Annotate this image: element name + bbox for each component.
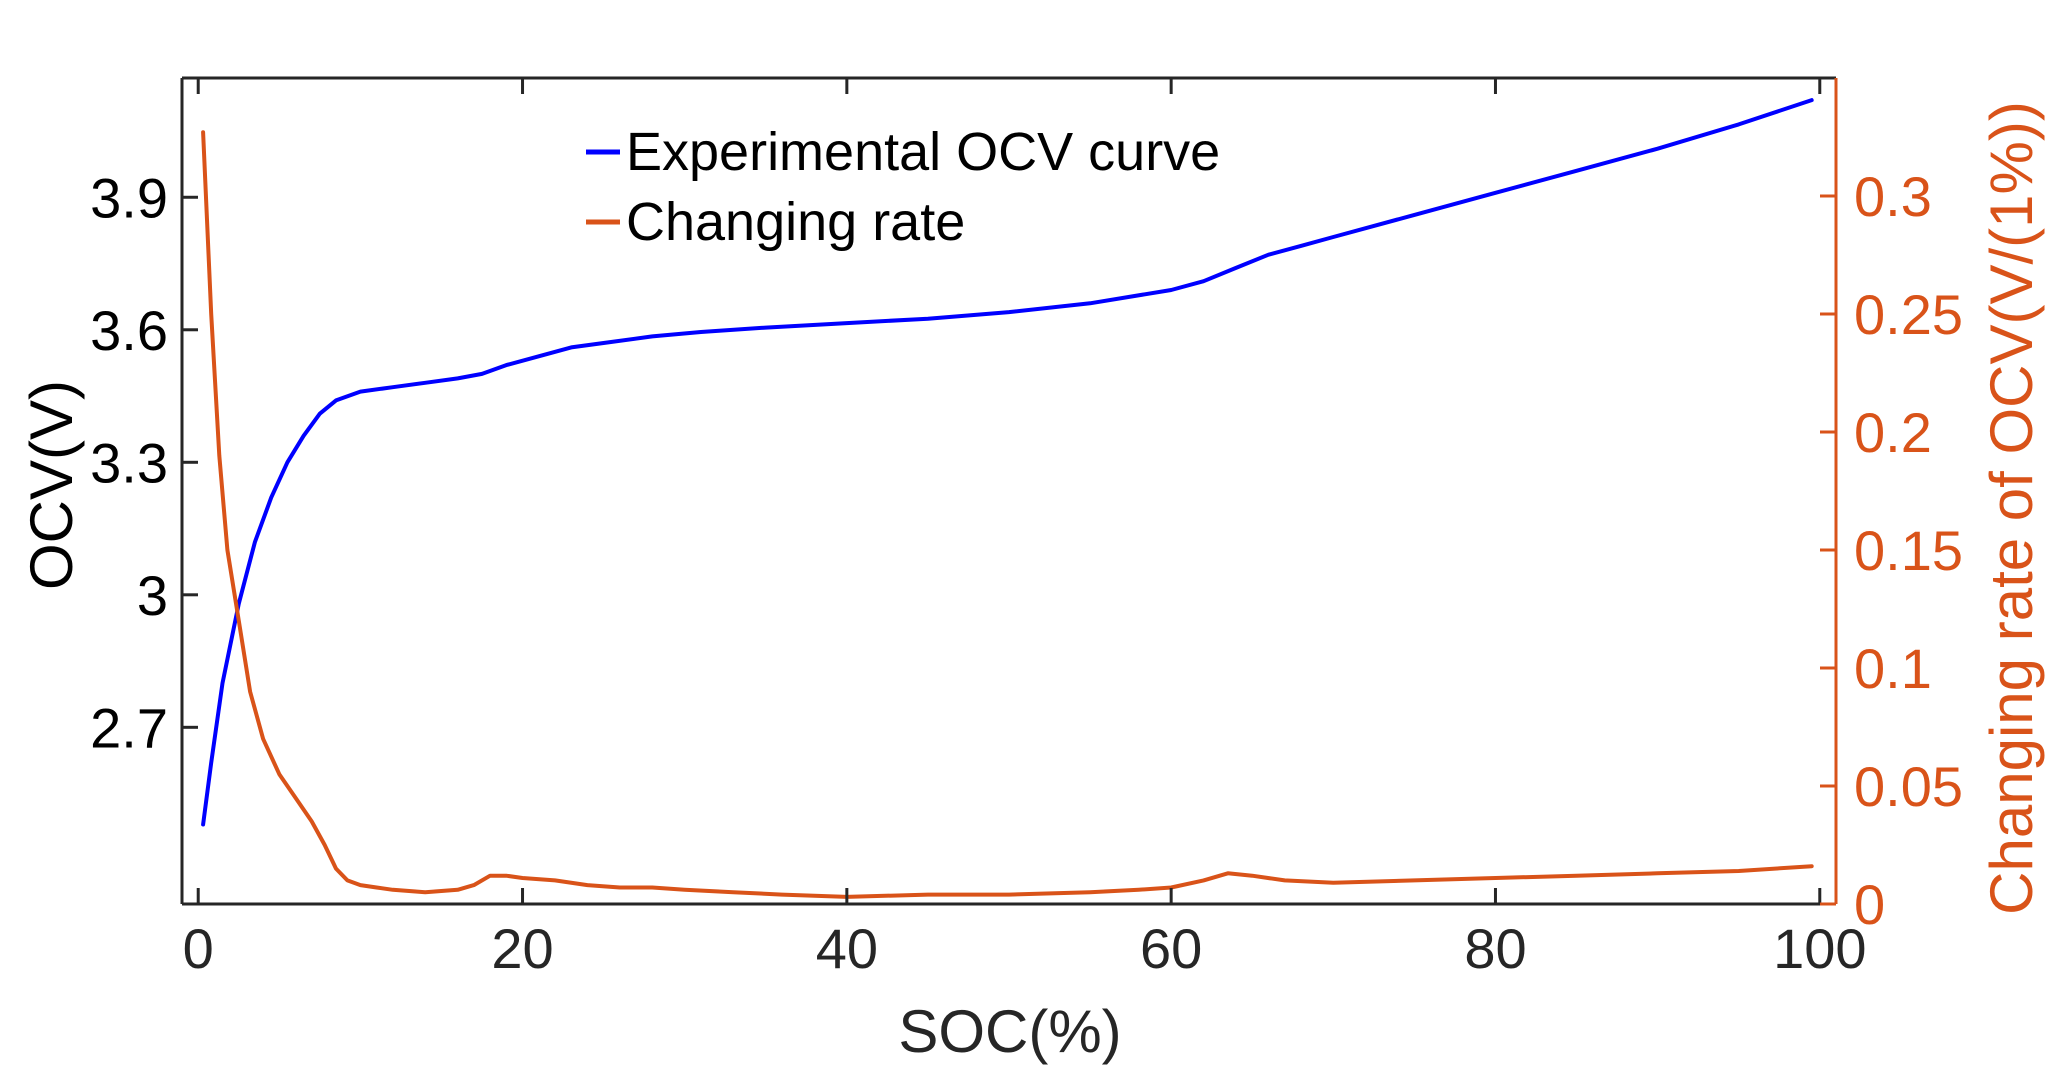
x-axis-title: SOC(%) bbox=[898, 998, 1121, 1065]
y-right-tick-label: 0.1 bbox=[1854, 637, 1932, 700]
x-tick-label: 60 bbox=[1140, 917, 1202, 980]
y-right-tick-label: 0.25 bbox=[1854, 283, 1963, 346]
chart-svg: 0 20 40 60 80 100 2.7 3 3.3 3.6 3.9 0 0.05 0.1 0.15 0.2… bbox=[0, 0, 2068, 1081]
y-right-tick-label: 0.2 bbox=[1854, 401, 1932, 464]
ocv-chart: 0 20 40 60 80 100 2.7 3 3.3 3.6 3.9 0 0.05 0.1 0.15 0.2… bbox=[0, 0, 2068, 1081]
y-right-axis-title: Changing rate of OCV(V/(1%)) bbox=[1978, 101, 2045, 915]
y-right-tick-label: 0.3 bbox=[1854, 165, 1932, 228]
legend-label-rate: Changing rate bbox=[626, 192, 965, 252]
series-group bbox=[203, 100, 1812, 897]
axes-frame bbox=[182, 78, 1836, 904]
y-left-tick-label: 3 bbox=[137, 564, 168, 627]
changing-rate-line bbox=[203, 132, 1812, 897]
x-tick-label: 80 bbox=[1464, 917, 1526, 980]
y-right-tick-label: 0.15 bbox=[1854, 519, 1963, 582]
x-tick-label: 20 bbox=[491, 917, 553, 980]
x-tick-label: 100 bbox=[1773, 917, 1866, 980]
x-tick-label: 0 bbox=[183, 917, 214, 980]
ocv-curve-line bbox=[203, 100, 1812, 824]
y-left-tick-label: 3.3 bbox=[90, 431, 168, 494]
legend: Experimental OCV curve Changing rate bbox=[586, 122, 1220, 252]
legend-label-ocv: Experimental OCV curve bbox=[626, 122, 1220, 182]
y-left-tick-label: 3.6 bbox=[90, 299, 168, 362]
y-left-tick-label: 3.9 bbox=[90, 166, 168, 229]
tick-group: 0 20 40 60 80 100 2.7 3 3.3 3.6 3.9 0 0.05 0.1 0.15 0.2… bbox=[90, 78, 1963, 980]
y-left-axis-title: OCV(V) bbox=[18, 380, 85, 590]
x-tick-label: 40 bbox=[816, 917, 878, 980]
y-left-tick-label: 2.7 bbox=[90, 696, 168, 759]
y-right-tick-label: 0 bbox=[1854, 873, 1885, 936]
y-right-tick-label: 0.05 bbox=[1854, 755, 1963, 818]
